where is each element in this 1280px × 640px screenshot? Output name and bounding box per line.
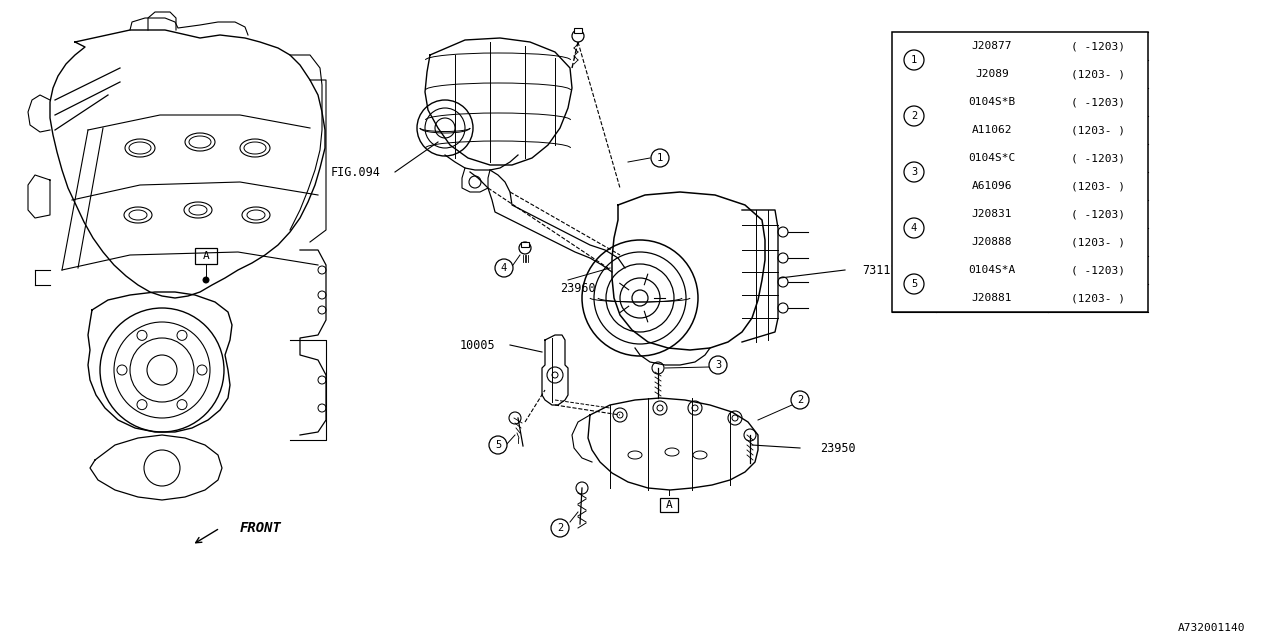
Bar — [573, 28, 582, 33]
Text: 5: 5 — [911, 279, 918, 289]
Text: A: A — [202, 251, 210, 261]
Text: J20888: J20888 — [972, 237, 1012, 247]
Text: J20831: J20831 — [972, 209, 1012, 219]
Bar — [521, 242, 529, 247]
Bar — [660, 498, 678, 512]
Text: 0104S*B: 0104S*B — [969, 97, 1015, 107]
Text: 4: 4 — [911, 223, 918, 233]
Circle shape — [904, 50, 924, 70]
Circle shape — [509, 412, 521, 424]
Text: 73111: 73111 — [861, 264, 897, 276]
Text: J20881: J20881 — [972, 293, 1012, 303]
Circle shape — [489, 436, 507, 454]
Circle shape — [904, 106, 924, 126]
Circle shape — [744, 429, 756, 441]
Text: 0104S*A: 0104S*A — [969, 265, 1015, 275]
Circle shape — [904, 162, 924, 182]
Text: 0104S*C: 0104S*C — [969, 153, 1015, 163]
Text: 23960: 23960 — [561, 282, 595, 294]
Circle shape — [791, 391, 809, 409]
Text: (1203- ): (1203- ) — [1071, 125, 1125, 135]
Text: A: A — [666, 500, 672, 510]
Text: A61096: A61096 — [972, 181, 1012, 191]
Text: FIG.094: FIG.094 — [330, 166, 380, 179]
Text: 10005: 10005 — [460, 339, 495, 351]
Text: 1: 1 — [657, 153, 663, 163]
Bar — [195, 248, 218, 264]
Text: ( -1203): ( -1203) — [1071, 153, 1125, 163]
Text: A732001140: A732001140 — [1178, 623, 1245, 633]
Text: 2: 2 — [911, 111, 918, 121]
Text: 5: 5 — [495, 440, 502, 450]
Text: 23950: 23950 — [820, 442, 855, 454]
Circle shape — [518, 242, 531, 254]
Text: ( -1203): ( -1203) — [1071, 97, 1125, 107]
Circle shape — [652, 149, 669, 167]
Circle shape — [904, 274, 924, 294]
Circle shape — [904, 218, 924, 238]
Text: 3: 3 — [714, 360, 721, 370]
Text: (1203- ): (1203- ) — [1071, 293, 1125, 303]
Text: J2089: J2089 — [975, 69, 1009, 79]
Text: A11062: A11062 — [972, 125, 1012, 135]
Text: ( -1203): ( -1203) — [1071, 41, 1125, 51]
Circle shape — [576, 482, 588, 494]
Text: FRONT: FRONT — [241, 521, 282, 535]
Text: 2: 2 — [557, 523, 563, 533]
Circle shape — [709, 356, 727, 374]
Circle shape — [204, 277, 209, 283]
Text: (1203- ): (1203- ) — [1071, 181, 1125, 191]
Text: 3: 3 — [911, 167, 918, 177]
Text: 4: 4 — [500, 263, 507, 273]
Text: 2: 2 — [797, 395, 803, 405]
Text: ( -1203): ( -1203) — [1071, 209, 1125, 219]
Text: ( -1203): ( -1203) — [1071, 265, 1125, 275]
Circle shape — [495, 259, 513, 277]
Circle shape — [550, 519, 570, 537]
Text: J20877: J20877 — [972, 41, 1012, 51]
Bar — [892, 32, 1148, 312]
Text: (1203- ): (1203- ) — [1071, 69, 1125, 79]
Text: 1: 1 — [911, 55, 918, 65]
Text: (1203- ): (1203- ) — [1071, 237, 1125, 247]
Circle shape — [572, 30, 584, 42]
Circle shape — [652, 362, 664, 374]
